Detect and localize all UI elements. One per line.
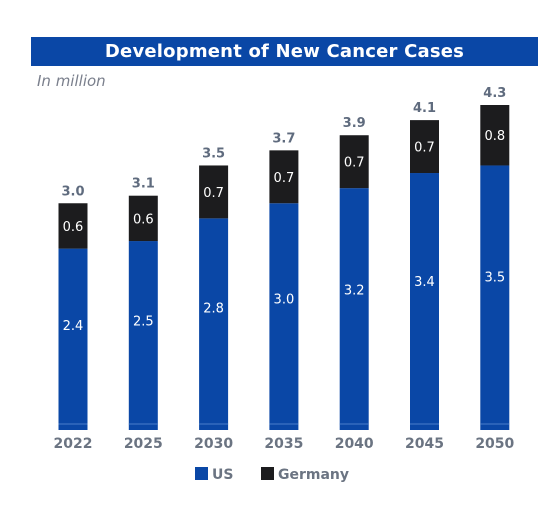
bar-germany-2040 — [339, 135, 369, 189]
x-tick-label-2050: 2050 — [475, 436, 514, 452]
bar-us-2040 — [339, 188, 369, 430]
value-label-germany-2025: 0.6 — [133, 212, 154, 227]
total-label-2025: 3.1 — [132, 177, 155, 192]
total-label-2030: 3.5 — [202, 146, 225, 161]
total-label-2045: 4.1 — [413, 101, 436, 116]
bar-germany-2035 — [269, 150, 299, 204]
bar-germany-2025 — [128, 195, 158, 242]
bar-us-2035 — [269, 203, 299, 430]
value-label-us-2030: 2.8 — [203, 301, 224, 316]
value-label-us-2045: 3.4 — [414, 275, 435, 290]
value-label-germany-2035: 0.7 — [274, 171, 295, 186]
bar-us-2050 — [480, 165, 510, 430]
chart-subtitle: In million — [37, 72, 106, 90]
value-label-us-2022: 2.4 — [63, 319, 84, 334]
x-tick-label-2025: 2025 — [124, 436, 163, 452]
total-label-2040: 3.9 — [343, 116, 366, 131]
value-label-us-2040: 3.2 — [344, 284, 365, 299]
bar-germany-2022 — [58, 203, 88, 249]
legend-label-germany: Germany — [278, 467, 349, 483]
bar-us-2030 — [199, 218, 229, 430]
bar-us-2022 — [58, 248, 88, 430]
legend-label-us: US — [212, 467, 233, 483]
x-tick-label-2022: 2022 — [54, 436, 93, 452]
legend-swatch-us — [195, 467, 208, 480]
value-label-germany-2050: 0.8 — [484, 129, 505, 144]
value-label-us-2035: 3.0 — [274, 292, 295, 307]
x-tick-label-2035: 2035 — [264, 436, 303, 452]
bar-germany-2045 — [410, 120, 439, 174]
legend-swatch-germany — [261, 467, 274, 480]
bar-germany-2050 — [480, 105, 510, 166]
bar-us-2045 — [410, 173, 439, 430]
total-label-2035: 3.7 — [272, 131, 295, 146]
bar-us-2025 — [128, 241, 158, 430]
value-label-germany-2030: 0.7 — [203, 186, 224, 201]
total-label-2050: 4.3 — [483, 86, 506, 101]
value-label-germany-2045: 0.7 — [414, 141, 435, 156]
chart-title: Development of New Cancer Cases — [104, 41, 465, 62]
total-label-2022: 3.0 — [61, 184, 84, 199]
x-tick-label-2040: 2040 — [335, 436, 374, 452]
chart-title-bar: Development of New Cancer Cases — [31, 37, 538, 66]
value-label-germany-2022: 0.6 — [63, 220, 84, 235]
x-tick-label-2030: 2030 — [194, 436, 233, 452]
value-label-us-2025: 2.5 — [133, 314, 154, 329]
value-label-us-2050: 3.5 — [484, 271, 505, 286]
value-label-germany-2040: 0.7 — [344, 156, 365, 171]
x-tick-label-2045: 2045 — [405, 436, 444, 452]
bar-germany-2030 — [199, 165, 229, 219]
